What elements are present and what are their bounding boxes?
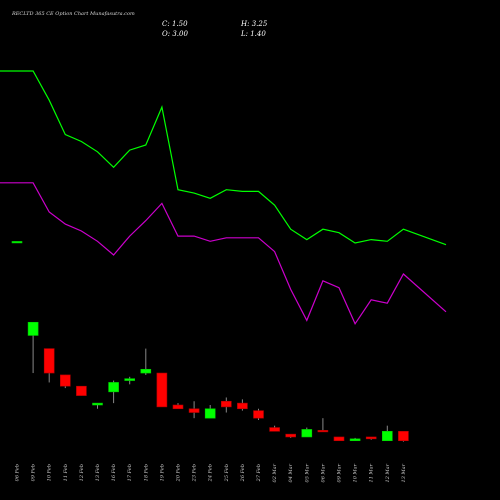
candle-body (237, 402, 248, 410)
x-tick-label: 05 Mar (304, 463, 310, 482)
candle-body (333, 436, 345, 442)
candle-body (27, 321, 39, 336)
close-label: C: 1.50 (162, 20, 188, 28)
x-tick-label: 06 Mar (320, 463, 326, 482)
x-tick-label: 13 Feb (95, 464, 101, 481)
x-tick-label: 16 Feb (111, 464, 117, 481)
ma-line-green (0, 70, 447, 246)
x-tick-label: 10 Feb (47, 464, 53, 481)
x-tick-label: 19 Feb (159, 464, 165, 481)
candle-body (204, 408, 216, 419)
candle-body (108, 382, 119, 393)
candle-body (172, 404, 184, 410)
x-tick-label: 12 Mar (385, 463, 391, 482)
candle-body (140, 368, 152, 374)
x-tick-label: 18 Feb (143, 464, 149, 481)
candle-body (156, 372, 168, 408)
x-tick-label: 17 Feb (127, 464, 133, 481)
candle-body (285, 433, 297, 438)
candle-body (349, 438, 361, 442)
candle-body (76, 385, 87, 396)
x-tick-label: 20 Feb (176, 464, 182, 482)
x-tick-label: 13 Mar (401, 463, 407, 482)
x-tick-label: 24 Feb (208, 464, 214, 482)
x-tick-label: 11 Feb (63, 464, 69, 481)
candle-body (365, 436, 377, 440)
x-tick-label: 25 Feb (224, 464, 230, 482)
candle-body (253, 410, 264, 419)
ma-line-purple (0, 182, 447, 326)
x-tick-label: 10 Mar (353, 463, 359, 482)
candle-body (317, 430, 329, 433)
low-label: L: 1.40 (241, 30, 266, 38)
x-tick-label: 23 Feb (192, 464, 198, 482)
x-tick-label: 09 Feb (31, 464, 37, 481)
chart-title: RECLTD 365 CE Option Chart Munafasutra.c… (12, 11, 135, 17)
candle-body (11, 241, 23, 244)
x-tick-label: 02 Mar (272, 463, 278, 482)
high-label: H: 3.25 (241, 20, 268, 28)
open-label: O: 3.00 (162, 30, 188, 38)
candle-body (269, 427, 280, 432)
x-tick-label: 11 Mar (369, 463, 375, 482)
x-tick-label: 26 Feb (240, 464, 246, 482)
x-tick-label: 12 Feb (79, 464, 85, 481)
candle-body (124, 378, 135, 381)
candle-body (301, 429, 313, 438)
candle-body (188, 408, 200, 413)
candle-body (59, 374, 71, 387)
candle-body (43, 348, 55, 374)
candle-body (381, 431, 393, 442)
x-tick-label: 27 Feb (256, 464, 262, 482)
candle-body (92, 402, 103, 406)
x-tick-label: 09 Mar (337, 463, 343, 482)
candle-body (221, 400, 232, 408)
x-tick-label: 04 Mar (288, 463, 294, 482)
x-tick-label: 06 Feb (15, 464, 21, 481)
candle-body (398, 431, 409, 442)
